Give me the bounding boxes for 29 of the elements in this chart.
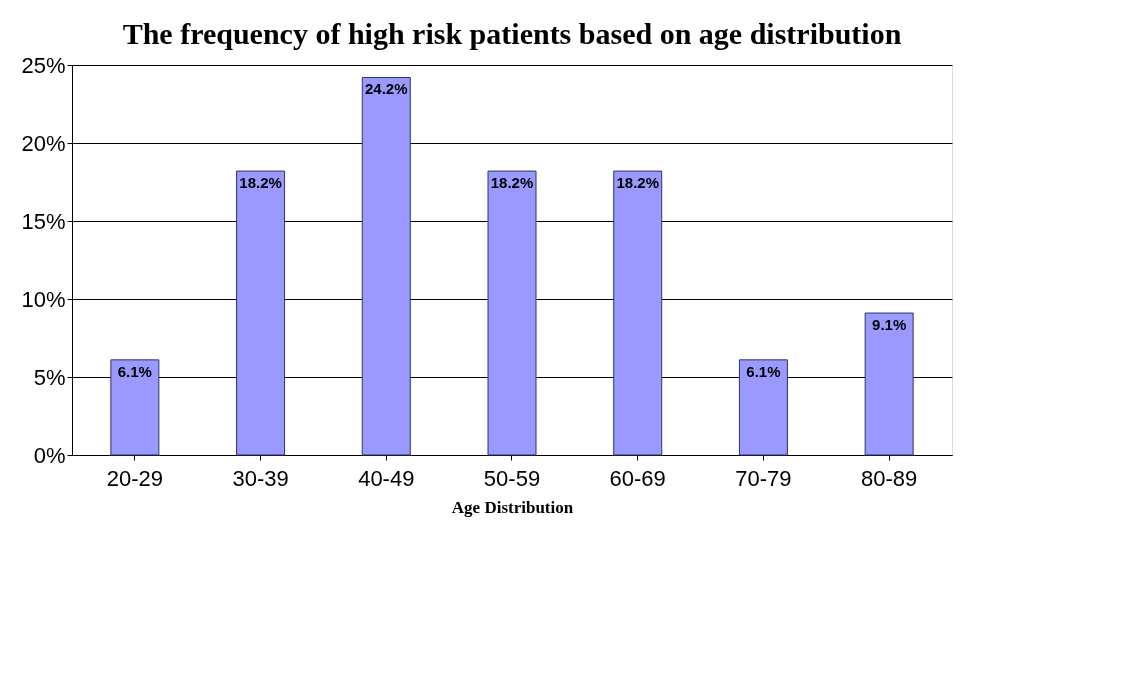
x-tick-label: 50-59 — [483, 465, 541, 491]
bar — [110, 359, 160, 456]
y-tick-label: 5% — [33, 364, 66, 390]
data-label: 6.1% — [117, 362, 152, 380]
x-tick-label: 60-69 — [609, 465, 666, 491]
y-tick-label: 10% — [21, 286, 66, 312]
bar — [613, 170, 663, 456]
bar — [236, 170, 286, 456]
data-label: 9.1% — [872, 316, 907, 334]
data-label: 18.2% — [616, 174, 659, 192]
data-label: 6.1% — [746, 362, 781, 380]
bar — [487, 170, 537, 456]
data-label: 18.2% — [239, 174, 282, 192]
bar — [738, 359, 788, 456]
bar — [361, 76, 411, 456]
x-axis-title: Age Distribution — [451, 497, 574, 517]
y-tick-label: 25% — [21, 52, 66, 78]
x-tick-label: 80-89 — [861, 465, 918, 491]
data-label: 18.2% — [490, 174, 534, 192]
x-tick-label: 40-49 — [358, 465, 415, 491]
y-tick-label: 0% — [33, 442, 66, 468]
x-tick-label: 70-79 — [735, 465, 792, 491]
bar — [864, 312, 914, 456]
x-tick-label: 20-29 — [106, 465, 163, 491]
y-tick-label: 20% — [21, 130, 66, 156]
y-tick-label: 15% — [21, 208, 66, 234]
chart-title: The frequency of high risk patients based on age distribution — [122, 17, 902, 50]
data-label: 24.2% — [365, 80, 408, 98]
x-tick-label: 30-39 — [232, 465, 289, 491]
